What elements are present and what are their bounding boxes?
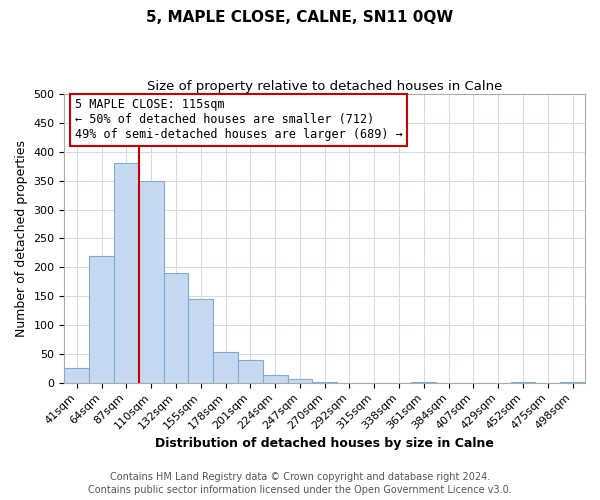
Text: 5 MAPLE CLOSE: 115sqm
← 50% of detached houses are smaller (712)
49% of semi-det: 5 MAPLE CLOSE: 115sqm ← 50% of detached …: [75, 98, 403, 142]
Bar: [238, 360, 263, 382]
Bar: [114, 164, 139, 382]
Bar: [263, 375, 287, 382]
X-axis label: Distribution of detached houses by size in Calne: Distribution of detached houses by size …: [155, 437, 494, 450]
Title: Size of property relative to detached houses in Calne: Size of property relative to detached ho…: [147, 80, 502, 93]
Y-axis label: Number of detached properties: Number of detached properties: [15, 140, 28, 337]
Bar: [89, 256, 114, 382]
Bar: [64, 368, 89, 382]
Bar: [164, 273, 188, 382]
Bar: [188, 299, 213, 382]
Bar: [287, 378, 313, 382]
Text: Contains HM Land Registry data © Crown copyright and database right 2024.
Contai: Contains HM Land Registry data © Crown c…: [88, 472, 512, 495]
Text: 5, MAPLE CLOSE, CALNE, SN11 0QW: 5, MAPLE CLOSE, CALNE, SN11 0QW: [146, 10, 454, 25]
Bar: [139, 180, 164, 382]
Bar: [213, 352, 238, 382]
